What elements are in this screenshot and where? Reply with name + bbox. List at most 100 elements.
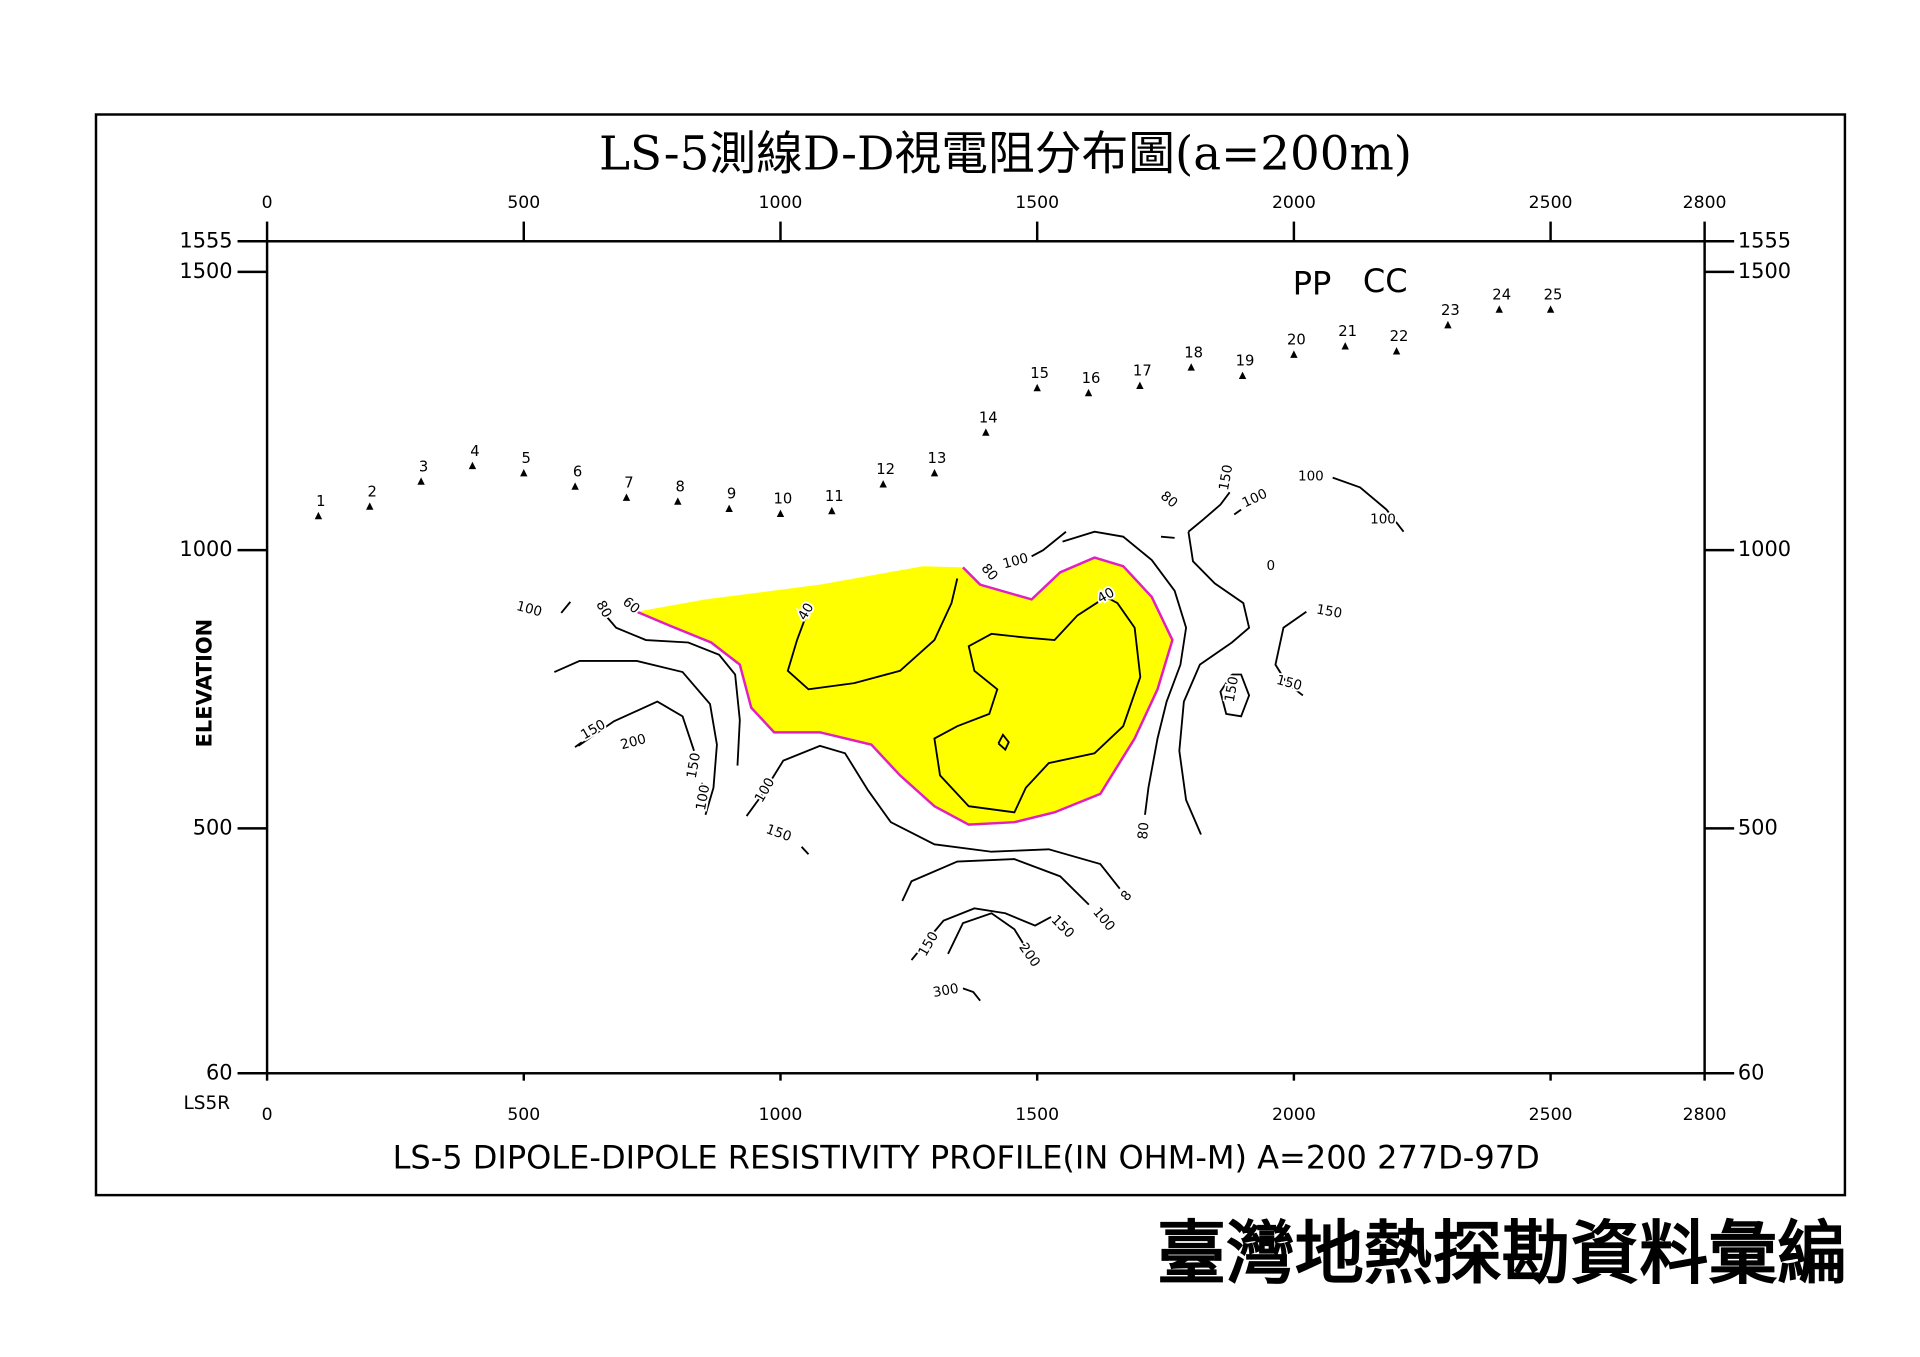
station-label: 25 xyxy=(1544,287,1563,304)
contour-label: 100 xyxy=(1240,486,1270,511)
station-label: 22 xyxy=(1390,328,1409,345)
y-tick-label: 60 xyxy=(1738,1060,1765,1084)
station-marker xyxy=(1341,342,1349,350)
contour-line xyxy=(962,987,981,1002)
x-tick-label: 2800 xyxy=(1683,1105,1727,1125)
contour-line xyxy=(947,912,1027,955)
contour-label: 150 xyxy=(684,751,704,779)
station-marker xyxy=(314,511,323,520)
station-label: 15 xyxy=(1030,365,1049,382)
station-marker xyxy=(1033,383,1041,392)
station-marker xyxy=(1084,388,1093,397)
low-resistivity-area xyxy=(636,557,1173,825)
contour-label: 100 xyxy=(1370,511,1396,527)
contour-line xyxy=(1160,535,1175,539)
contour-label: 100 xyxy=(1298,468,1324,484)
x-tick-label: 1500 xyxy=(1015,1105,1059,1125)
contour-label: 300 xyxy=(932,981,960,1001)
station-marker xyxy=(520,468,528,477)
station-marker xyxy=(571,482,579,490)
station-label: 5 xyxy=(522,450,531,467)
station-label: 24 xyxy=(1492,287,1511,304)
y-tick-label: 60 xyxy=(206,1060,233,1084)
station-marker xyxy=(1444,320,1452,329)
y-tick-label: 500 xyxy=(1738,815,1778,839)
y-tick-label: 1555 xyxy=(179,228,232,252)
station-marker xyxy=(417,477,425,485)
contour-label: 100 xyxy=(515,598,544,620)
station-label: 1 xyxy=(316,493,325,510)
contour-label: 8 xyxy=(1118,888,1136,905)
contour-label: 150 xyxy=(578,717,608,744)
station-marker xyxy=(725,504,733,512)
x-tick-label: 2500 xyxy=(1529,193,1573,213)
contour-line xyxy=(745,744,1121,890)
contour-label: 80 xyxy=(978,561,1001,584)
station-label: 4 xyxy=(470,443,479,460)
contour-line xyxy=(1219,673,1251,718)
y-tick-label: 1000 xyxy=(179,537,232,561)
contour-line xyxy=(701,782,705,794)
station-marker xyxy=(1392,347,1401,355)
x-tick-label: 2800 xyxy=(1683,193,1727,213)
station-marker xyxy=(1495,305,1503,313)
contour-label: 150 xyxy=(764,821,794,845)
station-marker xyxy=(776,509,785,517)
station-marker xyxy=(622,493,631,501)
x-tick-label: 1000 xyxy=(759,193,803,213)
contour-label: 200 xyxy=(619,731,648,753)
footer: 臺灣地熱探勘資料彙編 xyxy=(1157,1214,1846,1294)
contour-label: 200 xyxy=(1015,940,1043,970)
line-name: LS5R xyxy=(183,1093,230,1114)
contour-label: 150 xyxy=(1216,463,1236,491)
contour-line xyxy=(800,846,810,855)
contour-label: 100 xyxy=(1089,904,1118,934)
station-marker xyxy=(1546,305,1555,313)
contour-line xyxy=(553,660,718,816)
station-label: 23 xyxy=(1441,302,1460,319)
x-tick-label: 0 xyxy=(262,1105,273,1125)
station-label: 13 xyxy=(928,450,947,467)
station-label: 14 xyxy=(979,409,998,426)
contour-label: 150 xyxy=(1048,912,1078,942)
contour-line xyxy=(1187,491,1231,533)
contour-line xyxy=(997,733,1010,752)
contour-label: 150 xyxy=(1222,675,1242,703)
contour-label: 100 xyxy=(752,775,779,805)
station-label: 11 xyxy=(825,488,844,505)
x-tick-label: 1000 xyxy=(759,1105,803,1125)
plot-area xyxy=(265,240,1706,1075)
annotation: CC xyxy=(1363,262,1408,300)
contour-line xyxy=(1332,476,1405,533)
y-tick-label: 1555 xyxy=(1738,228,1791,252)
contour-label: 80 xyxy=(1157,488,1180,511)
contour-line xyxy=(1062,530,1188,815)
contour-line xyxy=(922,907,1052,946)
station-label: 3 xyxy=(419,458,428,475)
station-marker xyxy=(468,461,477,470)
title: LS-5測線D-D視電阻分布圖(a=200m) xyxy=(599,128,1412,182)
contour-line xyxy=(1178,531,1251,835)
station-label: 6 xyxy=(573,463,582,480)
annotation: PP xyxy=(1293,265,1332,303)
station-label: 10 xyxy=(774,491,793,508)
station-label: 17 xyxy=(1133,363,1152,380)
contour-line xyxy=(910,949,921,961)
contour-label: 150 xyxy=(1275,672,1304,694)
station-marker xyxy=(674,497,682,505)
station-marker xyxy=(1290,350,1298,358)
contour-line xyxy=(1274,610,1307,697)
contour-label: 100 xyxy=(1001,550,1030,572)
x-tick-label: 1500 xyxy=(1015,193,1059,213)
contour-label: 80 xyxy=(592,598,614,621)
station-label: 2 xyxy=(368,484,377,501)
contour-line xyxy=(577,700,695,752)
station-label: 16 xyxy=(1082,370,1101,387)
station-marker xyxy=(1238,371,1247,379)
station-label: 18 xyxy=(1184,344,1203,361)
station-marker xyxy=(879,480,887,488)
contour-line xyxy=(901,858,1090,906)
contour-label: 0 xyxy=(1267,558,1276,574)
